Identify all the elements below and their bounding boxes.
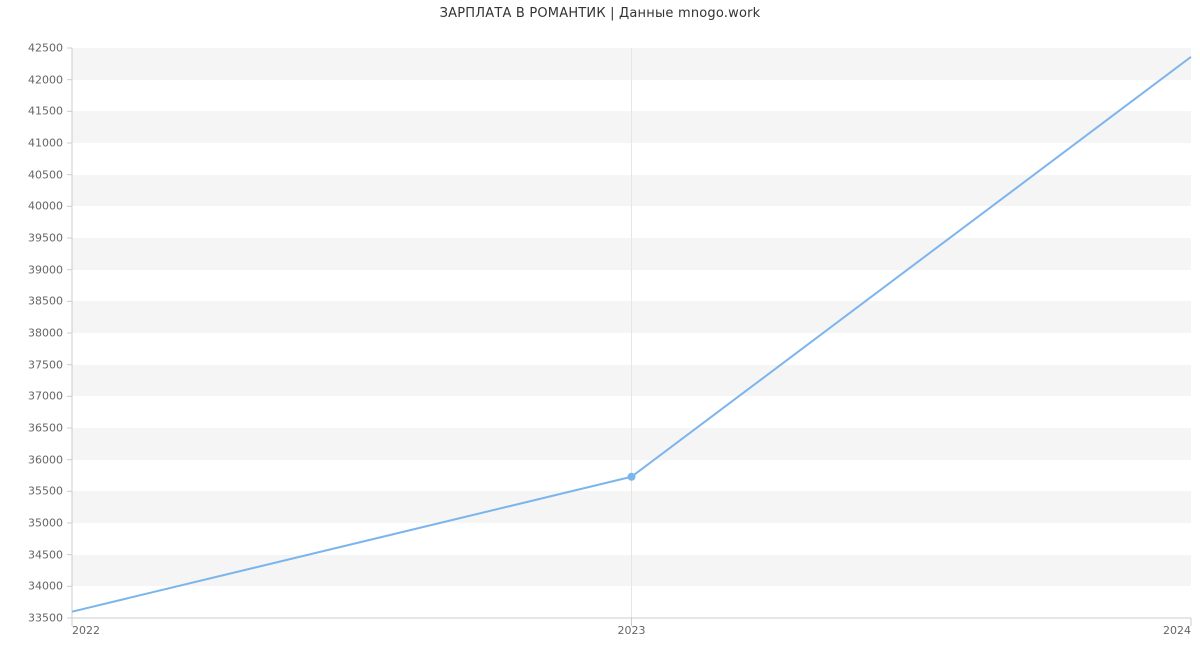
y-tick-label: 36000 [28, 453, 63, 466]
y-tick-label: 40000 [28, 200, 63, 213]
y-tick-label: 39500 [28, 232, 63, 245]
x-tick-label: 2024 [1163, 624, 1191, 637]
y-tick-label: 33500 [28, 612, 63, 625]
y-tick-label: 34500 [28, 548, 63, 561]
y-tick-label: 37000 [28, 390, 63, 403]
y-tick-label: 41000 [28, 137, 63, 150]
y-tick-label: 34000 [28, 580, 63, 593]
y-tick-label: 35000 [28, 517, 63, 530]
y-tick-label: 35500 [28, 485, 63, 498]
salary-line-chart: ЗАРПЛАТА В РОМАНТИК | Данные mnogo.work … [0, 0, 1200, 650]
y-tick-label: 36500 [28, 422, 63, 435]
y-tick-label: 42000 [28, 73, 63, 86]
y-tick-label: 38000 [28, 327, 63, 340]
chart-title: ЗАРПЛАТА В РОМАНТИК | Данные mnogo.work [0, 6, 1200, 21]
y-tick-label: 37500 [28, 358, 63, 371]
y-tick-label: 38500 [28, 295, 63, 308]
y-tick-label: 39000 [28, 263, 63, 276]
y-tick-label: 40500 [28, 168, 63, 181]
y-tick-label: 41500 [28, 105, 63, 118]
plot-area: 3350034000345003500035500360003650037000… [71, 47, 1192, 619]
x-tick-label: 2022 [72, 624, 100, 637]
series-marker [628, 473, 636, 481]
x-tick-label: 2023 [618, 624, 646, 637]
y-tick-label: 42500 [28, 42, 63, 55]
chart-svg [72, 48, 1191, 618]
